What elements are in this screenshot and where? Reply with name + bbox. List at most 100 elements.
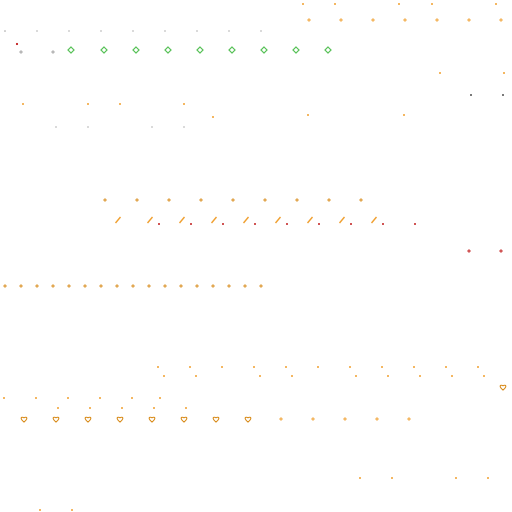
dot-marker — [183, 103, 185, 105]
diamond-marker — [228, 46, 236, 54]
dot-marker — [159, 397, 161, 399]
dot-marker — [477, 366, 479, 368]
dot-marker — [403, 114, 405, 116]
dot-marker — [260, 30, 262, 32]
dot-marker — [212, 116, 214, 118]
cross-marker — [435, 18, 439, 22]
dot-marker — [35, 397, 37, 399]
cross-marker — [35, 284, 39, 288]
cross-marker — [199, 198, 203, 202]
cross-marker — [211, 284, 215, 288]
right-markers — [439, 72, 505, 96]
dot-marker — [87, 126, 89, 128]
heart-marker — [20, 416, 28, 423]
dot-marker — [382, 223, 384, 225]
cross-marker — [311, 417, 315, 421]
dot-marker — [15, 42, 19, 46]
heart-marker — [52, 416, 60, 423]
diamond-marker — [164, 46, 172, 54]
cross-marker — [115, 284, 119, 288]
dot-marker — [164, 30, 166, 32]
top-right-markers — [302, 3, 503, 22]
cross-marker — [259, 284, 263, 288]
slash-marker — [370, 216, 378, 224]
top-left-specks — [4, 30, 262, 46]
dot-marker — [22, 103, 24, 105]
dot-marker — [121, 407, 123, 409]
slash-marker — [338, 216, 346, 224]
cross-marker — [83, 284, 87, 288]
slash-marker — [178, 216, 186, 224]
cross-row — [103, 198, 363, 202]
bottom-markers — [39, 477, 489, 511]
dot-marker — [196, 30, 198, 32]
dot-marker — [502, 94, 504, 96]
dot-marker — [228, 30, 230, 32]
cross-marker — [179, 284, 183, 288]
dot-marker — [4, 30, 6, 32]
cross-marker — [99, 284, 103, 288]
dot-marker — [157, 366, 159, 368]
cross-marker — [339, 18, 343, 22]
cross-marker — [103, 198, 107, 202]
heart-row — [20, 416, 411, 423]
green-diamond-row — [19, 46, 332, 54]
dot-marker — [398, 3, 400, 5]
cross-marker — [375, 417, 379, 421]
cross-marker — [403, 18, 407, 22]
heart-marker — [180, 416, 188, 423]
dot-marker — [414, 223, 416, 225]
dot-marker — [334, 3, 336, 5]
dot-marker — [119, 103, 121, 105]
heart-marker — [499, 384, 507, 391]
dot-marker — [318, 223, 320, 225]
cross-marker — [231, 198, 235, 202]
heart-marker — [148, 416, 156, 423]
dot-marker — [285, 366, 287, 368]
heart-marker — [84, 416, 92, 423]
cross-marker — [227, 284, 231, 288]
slash-marker — [210, 216, 218, 224]
dot-marker — [87, 103, 89, 105]
cross-marker — [279, 417, 283, 421]
dot-marker — [455, 477, 457, 479]
dot-marker — [67, 397, 69, 399]
cross-marker — [467, 18, 471, 22]
lower-scatter — [3, 366, 507, 409]
cross-marker — [167, 198, 171, 202]
dot-marker — [359, 477, 361, 479]
cross-marker — [135, 198, 139, 202]
dot-marker — [286, 223, 288, 225]
dot-marker — [391, 477, 393, 479]
heart-marker — [212, 416, 220, 423]
cross-marker — [295, 198, 299, 202]
dot-marker — [3, 397, 5, 399]
cross-marker — [67, 284, 71, 288]
dot-marker — [189, 366, 191, 368]
dot-marker — [185, 407, 187, 409]
cross-marker — [51, 50, 55, 54]
cross-marker — [307, 18, 311, 22]
cross-marker — [359, 198, 363, 202]
dot-marker — [131, 397, 133, 399]
dot-marker — [487, 477, 489, 479]
dot-marker — [483, 375, 485, 377]
dot-marker — [132, 30, 134, 32]
slash-marker — [114, 216, 122, 224]
dot-marker — [163, 375, 165, 377]
dot-marker — [495, 3, 497, 5]
dot-marker — [387, 375, 389, 377]
dot-marker — [71, 509, 73, 511]
cross-marker — [163, 284, 167, 288]
dot-marker — [302, 3, 304, 5]
dot-marker — [190, 223, 192, 225]
dot-marker — [381, 366, 383, 368]
dot-marker — [57, 407, 59, 409]
cross-marker — [19, 284, 23, 288]
cross-marker — [195, 284, 199, 288]
dot-marker — [470, 94, 472, 96]
dot-marker — [151, 126, 153, 128]
heart-marker — [116, 416, 124, 423]
